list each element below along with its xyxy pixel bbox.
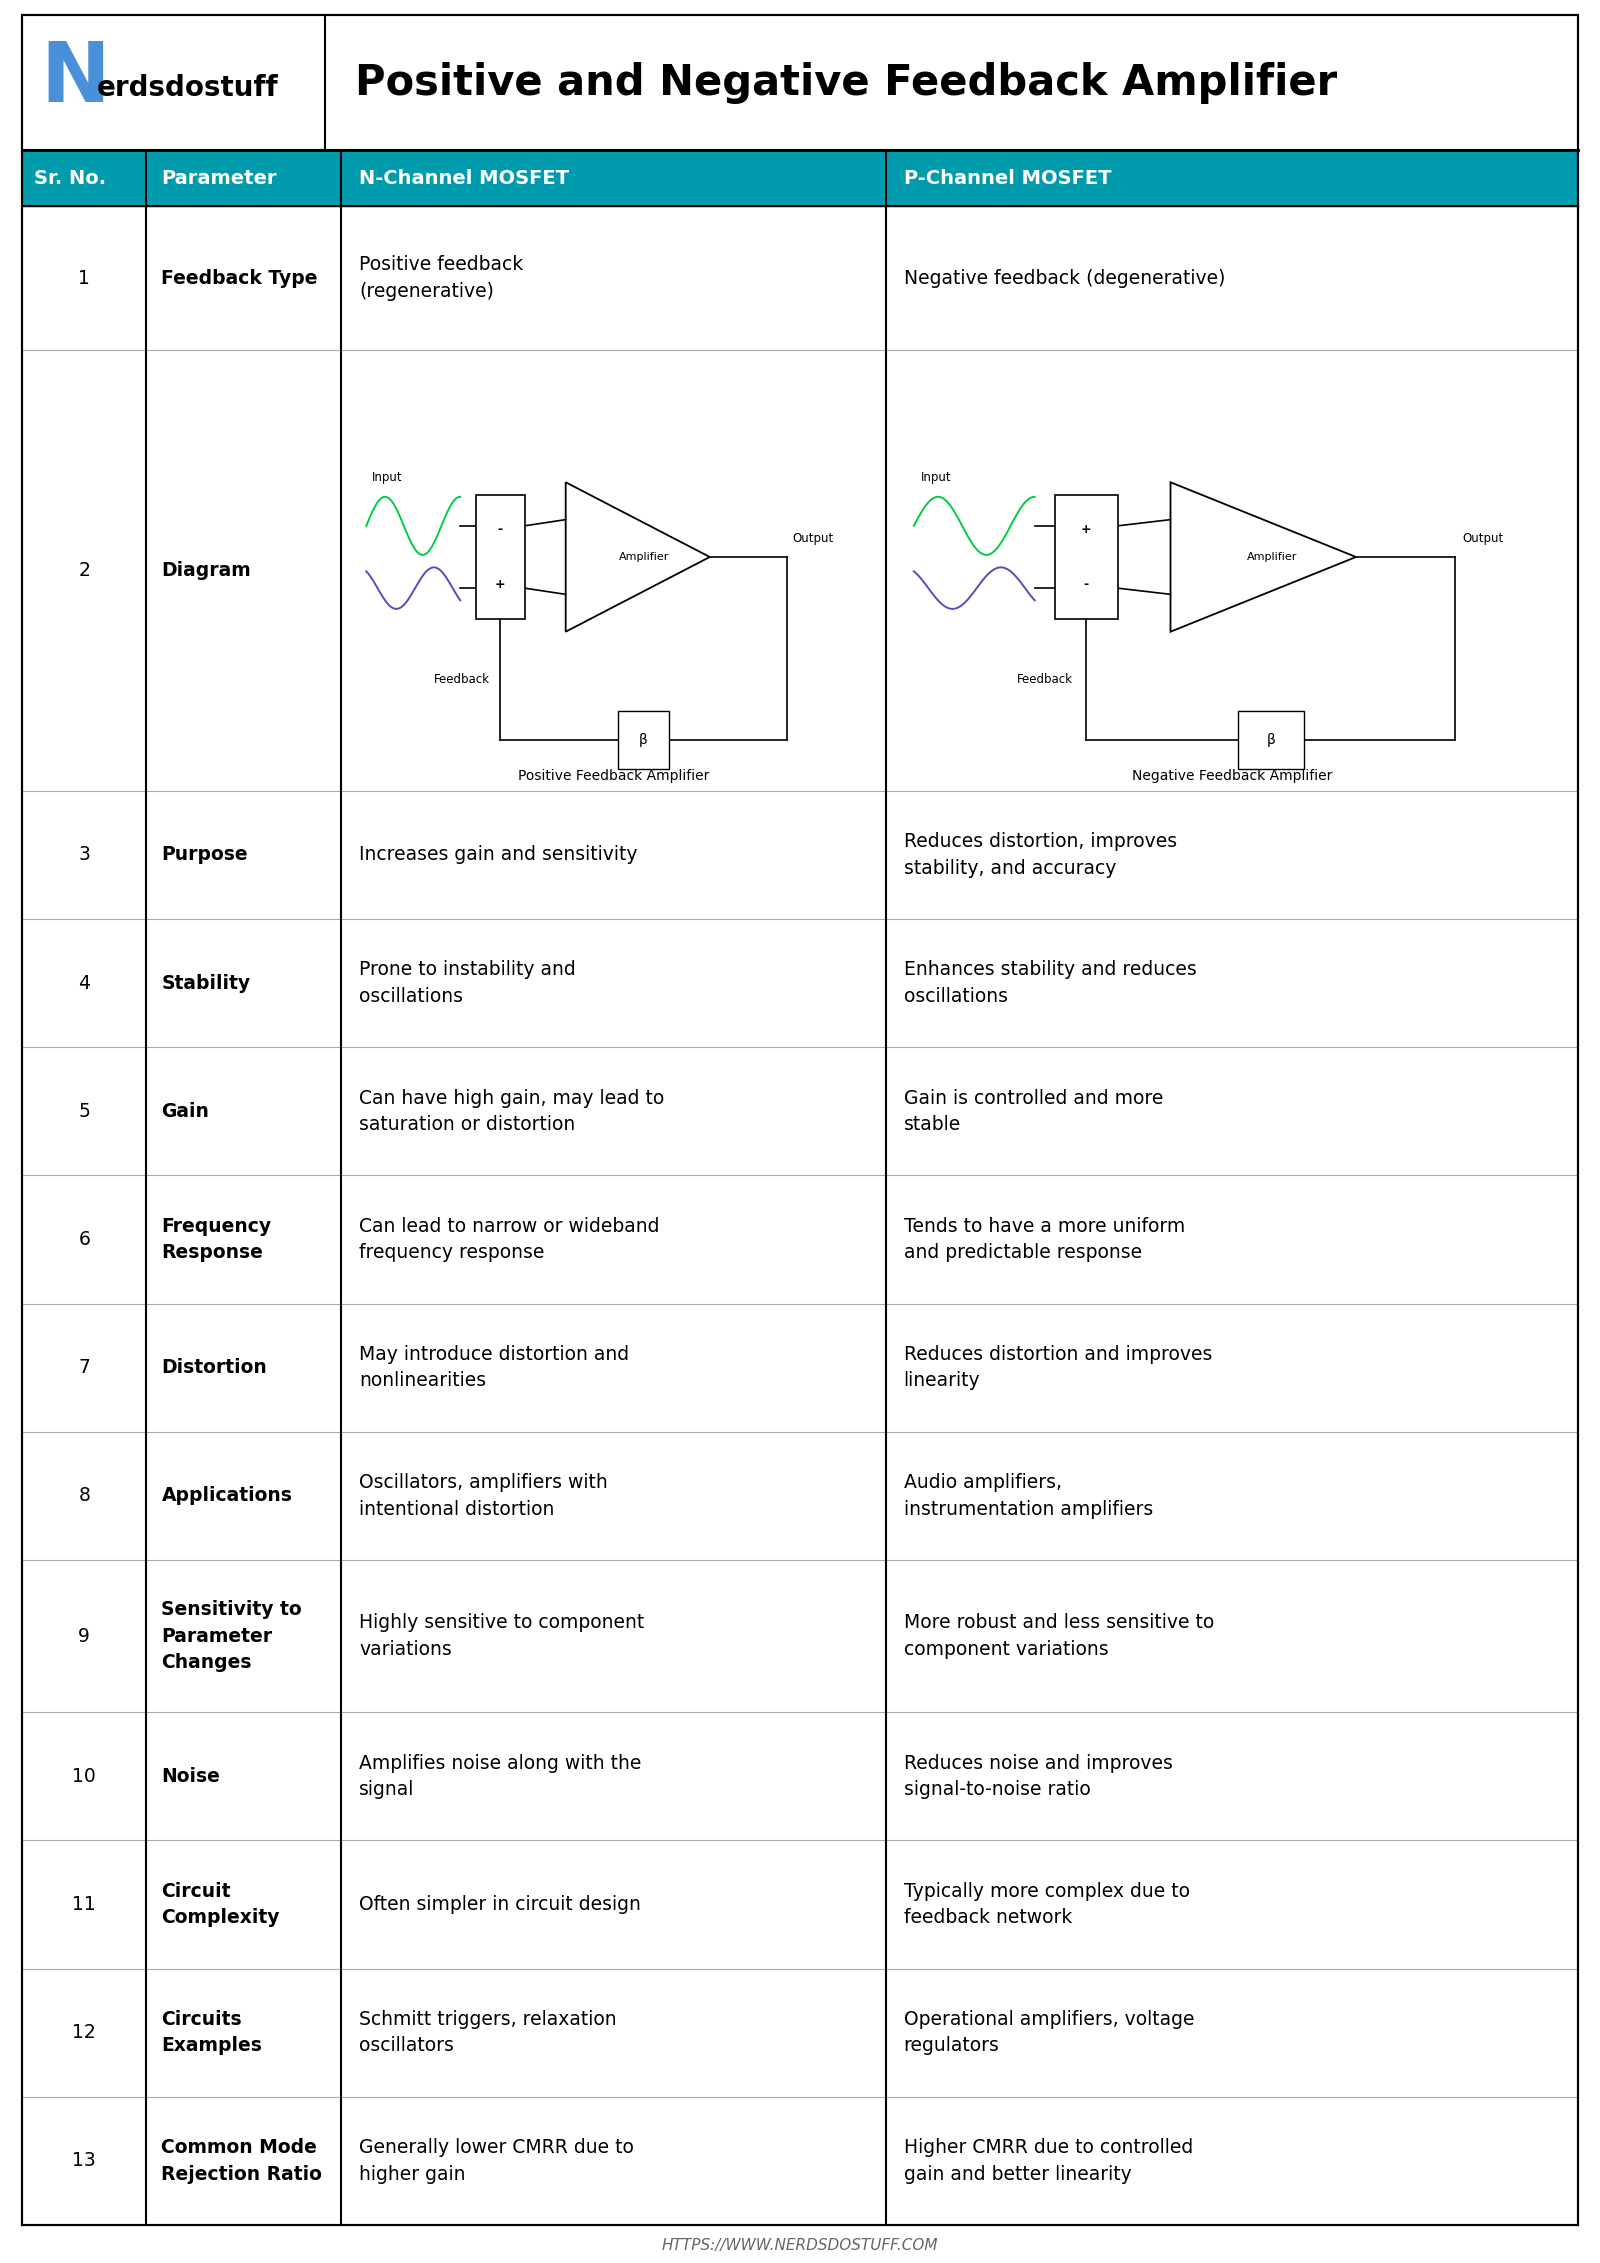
Text: Output: Output [792,532,834,545]
Text: 9: 9 [78,1627,90,1645]
Bar [475,496,525,620]
Bar [22,206,1578,351]
Text: 2: 2 [78,561,90,579]
Text: Enhances stability and reduces
oscillations: Enhances stability and reduces oscillati… [904,960,1197,1007]
Text: Can lead to narrow or wideband
frequency response: Can lead to narrow or wideband frequency… [358,1217,659,1263]
Text: Sensitivity to
Parameter
Changes: Sensitivity to Parameter Changes [162,1600,302,1672]
Text: May introduce distortion and
nonlinearities: May introduce distortion and nonlinearit… [358,1344,629,1389]
Text: 6: 6 [78,1231,90,1249]
Text: Circuits
Examples: Circuits Examples [162,2010,262,2055]
Bar [22,149,147,206]
Text: Generally lower CMRR due to
higher gain: Generally lower CMRR due to higher gain [358,2139,634,2184]
Text: Highly sensitive to component
variations: Highly sensitive to component variations [358,1614,645,1659]
Text: +: + [1080,523,1091,536]
Text: Can have high gain, may lead to
saturation or distortion: Can have high gain, may lead to saturati… [358,1089,664,1134]
Text: Noise: Noise [162,1767,221,1786]
Text: Circuit
Complexity: Circuit Complexity [162,1883,280,1928]
Bar [22,1048,1578,1174]
Text: Feedback: Feedback [1018,672,1074,686]
Text: 10: 10 [72,1767,96,1786]
Text: -: - [498,523,502,536]
Text: Feedback Type: Feedback Type [162,269,318,287]
Polygon shape [1171,482,1355,631]
Text: Purpose: Purpose [162,846,248,864]
Text: Typically more complex due to
feedback network: Typically more complex due to feedback n… [904,1883,1189,1928]
Bar [22,1432,1578,1559]
Text: More robust and less sensitive to
component variations: More robust and less sensitive to compon… [904,1614,1214,1659]
Text: Distortion: Distortion [162,1358,267,1378]
Text: Schmitt triggers, relaxation
oscillators: Schmitt triggers, relaxation oscillators [358,2010,616,2055]
Text: Increases gain and sensitivity: Increases gain and sensitivity [358,846,637,864]
Text: Input: Input [371,471,402,484]
Bar [22,16,1578,149]
Text: Oscillators, amplifiers with
intentional distortion: Oscillators, amplifiers with intentional… [358,1473,608,1518]
Text: Tends to have a more uniform
and predictable response: Tends to have a more uniform and predict… [904,1217,1186,1263]
Bar [341,149,885,206]
Text: Gain is controlled and more
stable: Gain is controlled and more stable [904,1089,1163,1134]
Text: Reduces distortion and improves
linearity: Reduces distortion and improves linearit… [904,1344,1211,1389]
Polygon shape [566,482,710,631]
Text: Amplifier: Amplifier [1246,552,1298,561]
Bar [22,1559,1578,1713]
Bar [22,1713,1578,1840]
Text: Frequency
Response: Frequency Response [162,1217,272,1263]
Text: Parameter: Parameter [162,167,277,188]
Text: HTTPS://WWW.NERDSDOSTUFF.COM: HTTPS://WWW.NERDSDOSTUFF.COM [662,2238,938,2254]
Text: +: + [494,577,506,591]
Text: Sr. No.: Sr. No. [34,167,106,188]
Text: Positive feedback
(regenerative): Positive feedback (regenerative) [358,256,523,301]
Text: Amplifies noise along with the
signal: Amplifies noise along with the signal [358,1754,642,1799]
Bar [1054,496,1117,620]
Text: Negative feedback (degenerative): Negative feedback (degenerative) [904,269,1226,287]
Bar [22,790,1578,919]
Text: Feedback: Feedback [434,672,490,686]
Text: β: β [638,733,648,747]
Text: N-Channel MOSFET: N-Channel MOSFET [358,167,570,188]
Text: 13: 13 [72,2152,96,2170]
Text: Output: Output [1462,532,1504,545]
Bar [22,1840,1578,1969]
Bar [1237,711,1304,769]
Text: 7: 7 [78,1358,90,1378]
Text: Negative Feedback Amplifier: Negative Feedback Amplifier [1131,769,1331,783]
Text: Often simpler in circuit design: Often simpler in circuit design [358,1894,642,1914]
Text: 1: 1 [78,269,90,287]
Text: Stability: Stability [162,973,251,993]
Bar [885,149,1578,206]
Text: Prone to instability and
oscillations: Prone to instability and oscillations [358,960,576,1007]
Bar [22,2098,1578,2225]
Text: Positive Feedback Amplifier: Positive Feedback Amplifier [517,769,709,783]
Text: 12: 12 [72,2023,96,2041]
Text: 11: 11 [72,1894,96,1914]
Text: β: β [1266,733,1275,747]
Text: -: - [1083,577,1088,591]
Text: Diagram: Diagram [162,561,251,579]
Text: Applications: Applications [162,1487,293,1505]
Text: 5: 5 [78,1102,90,1120]
Bar [22,351,1578,790]
Text: Reduces noise and improves
signal-to-noise ratio: Reduces noise and improves signal-to-noi… [904,1754,1173,1799]
Text: erdsdostuff: erdsdostuff [98,75,278,102]
Text: 3: 3 [78,846,90,864]
Text: P-Channel MOSFET: P-Channel MOSFET [904,167,1110,188]
Bar [22,919,1578,1048]
Bar [22,1303,1578,1432]
Bar [147,149,341,206]
Text: Common Mode
Rejection Ratio: Common Mode Rejection Ratio [162,2139,322,2184]
Text: N: N [40,38,110,120]
Text: Amplifier: Amplifier [619,552,669,561]
Text: Operational amplifiers, voltage
regulators: Operational amplifiers, voltage regulato… [904,2010,1194,2055]
Text: 8: 8 [78,1487,90,1505]
Bar [22,1969,1578,2098]
Text: Higher CMRR due to controlled
gain and better linearity: Higher CMRR due to controlled gain and b… [904,2139,1194,2184]
Text: Gain: Gain [162,1102,210,1120]
Bar [22,1174,1578,1303]
Text: 4: 4 [78,973,90,993]
Text: Positive and Negative Feedback Amplifier: Positive and Negative Feedback Amplifier [355,61,1338,104]
Text: Input: Input [920,471,950,484]
Bar [618,711,669,769]
Text: Reduces distortion, improves
stability, and accuracy: Reduces distortion, improves stability, … [904,833,1176,878]
Text: Audio amplifiers,
instrumentation amplifiers: Audio amplifiers, instrumentation amplif… [904,1473,1154,1518]
